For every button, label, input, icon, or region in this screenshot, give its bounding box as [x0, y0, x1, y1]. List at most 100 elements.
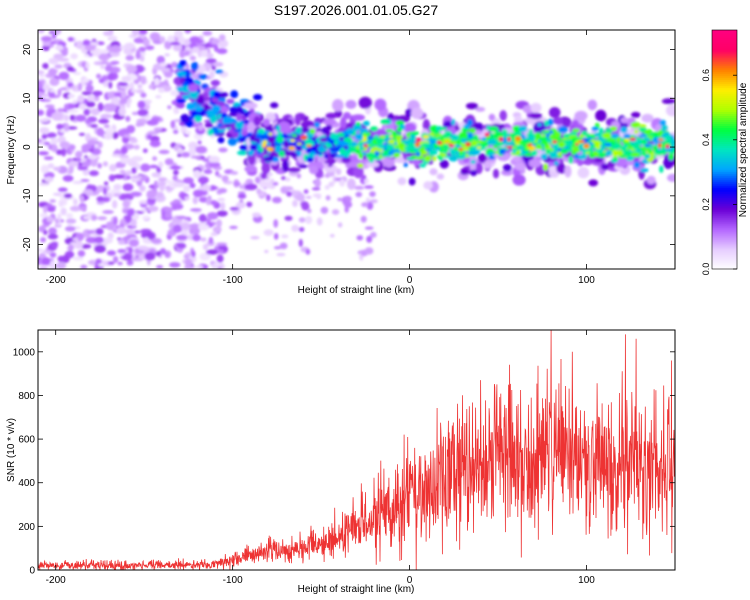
heatmap-cell [41, 257, 51, 266]
heatmap-cell [458, 149, 464, 156]
heatmap-cell [206, 249, 218, 255]
heatmap-cell [121, 75, 132, 82]
heatmap-cell [159, 36, 166, 43]
heatmap-cell [188, 147, 197, 156]
heatmap-cell [218, 34, 226, 41]
colorbar-band [712, 89, 737, 93]
heatmap-cell [416, 151, 421, 157]
x-tick-label: 0 [407, 575, 413, 586]
heatmap-cell [217, 136, 225, 144]
heatmap-cell [43, 156, 54, 161]
heatmap-cell [88, 53, 93, 57]
heatmap-cell [184, 69, 191, 78]
colorbar-band [712, 33, 737, 37]
heatmap-cell [113, 193, 121, 197]
colorbar-band [712, 231, 737, 234]
heatmap-cell [260, 172, 268, 180]
heatmap-cell [410, 131, 420, 136]
heatmap-cell [281, 234, 289, 239]
heatmap-cell [218, 147, 228, 153]
heatmap-cell [72, 256, 84, 261]
heatmap-cell [95, 258, 102, 265]
heatmap-cell [309, 128, 316, 134]
heatmap-cell [204, 62, 211, 72]
heatmap-cell [217, 188, 228, 194]
heatmap-cell [192, 196, 198, 205]
heatmap-cell [69, 114, 76, 121]
heatmap-cell [197, 176, 209, 184]
heatmap-cell [180, 222, 192, 230]
heatmap-cell [370, 147, 376, 154]
heatmap-cell [78, 132, 86, 136]
heatmap-cell [169, 165, 182, 170]
heatmap-cell [632, 144, 639, 150]
heatmap-cell [292, 134, 297, 137]
heatmap-cell [548, 135, 558, 140]
heatmap-cell [292, 199, 298, 208]
heatmap-cell [640, 168, 649, 173]
heatmap-cell [489, 126, 499, 132]
heatmap-cell [456, 153, 466, 160]
heatmap-cell [172, 43, 183, 52]
heatmap-cell [463, 124, 471, 129]
heatmap-cell [413, 159, 421, 167]
colorbar-band [712, 195, 737, 198]
heatmap-cell [366, 136, 375, 140]
heatmap-cell [448, 143, 454, 147]
heatmap-cell [191, 46, 200, 54]
heatmap-cell [263, 229, 274, 236]
heatmap-cell [80, 179, 90, 182]
colorbar-band [712, 261, 737, 264]
colorbar-band [712, 211, 737, 214]
heatmap-cell [300, 135, 308, 140]
heatmap-cell [137, 84, 143, 89]
heatmap-cell [198, 223, 210, 231]
heatmap-cell [192, 189, 204, 198]
heatmap-cell [77, 250, 86, 257]
heatmap-cell [641, 139, 647, 145]
heatmap-cell [124, 42, 135, 50]
colorbar-band [712, 101, 737, 105]
heatmap-cell [156, 265, 164, 269]
x-tick-label: 0 [407, 275, 413, 286]
heatmap-cell [345, 99, 357, 109]
heatmap-cell [85, 84, 94, 93]
heatmap-cell [469, 160, 477, 172]
heatmap-cell [383, 157, 395, 168]
heatmap-cell [253, 94, 263, 101]
heatmap-cell [424, 155, 432, 162]
colorbar-band [712, 157, 737, 160]
heatmap-cell [276, 124, 281, 133]
heatmap-cell [135, 123, 145, 127]
heatmap-cell [581, 130, 588, 136]
colorbar-band [712, 169, 737, 172]
heatmap-cell [244, 183, 258, 191]
heatmap-cell [306, 133, 315, 138]
heatmap-cell [194, 115, 202, 123]
heatmap-cell [483, 160, 491, 170]
heatmap-cell [82, 39, 91, 47]
heatmap-cell [67, 244, 74, 252]
colorbar-band [712, 51, 737, 55]
heatmap-cell [120, 90, 127, 99]
heatmap-cell [429, 168, 438, 176]
colorbar-band [712, 49, 737, 53]
heatmap-cell [583, 143, 590, 149]
colorbar-band [712, 87, 737, 91]
heatmap-cell [210, 232, 219, 237]
heatmap-cell [595, 109, 607, 122]
heatmap-cell [281, 176, 286, 181]
heatmap-cell [176, 234, 188, 241]
colorbar-band [712, 149, 737, 152]
heatmap-cell [51, 144, 58, 153]
heatmap-cell [98, 53, 110, 61]
colorbar-band [712, 121, 737, 125]
heatmap-cell [170, 120, 176, 129]
heatmap-cell [107, 261, 115, 265]
heatmap-cell [514, 136, 522, 142]
heatmap-cell [291, 224, 299, 232]
heatmap-cell [370, 231, 377, 238]
heatmap-cell [93, 97, 100, 102]
heatmap-cell [441, 133, 451, 139]
colorbar-band [712, 147, 737, 150]
